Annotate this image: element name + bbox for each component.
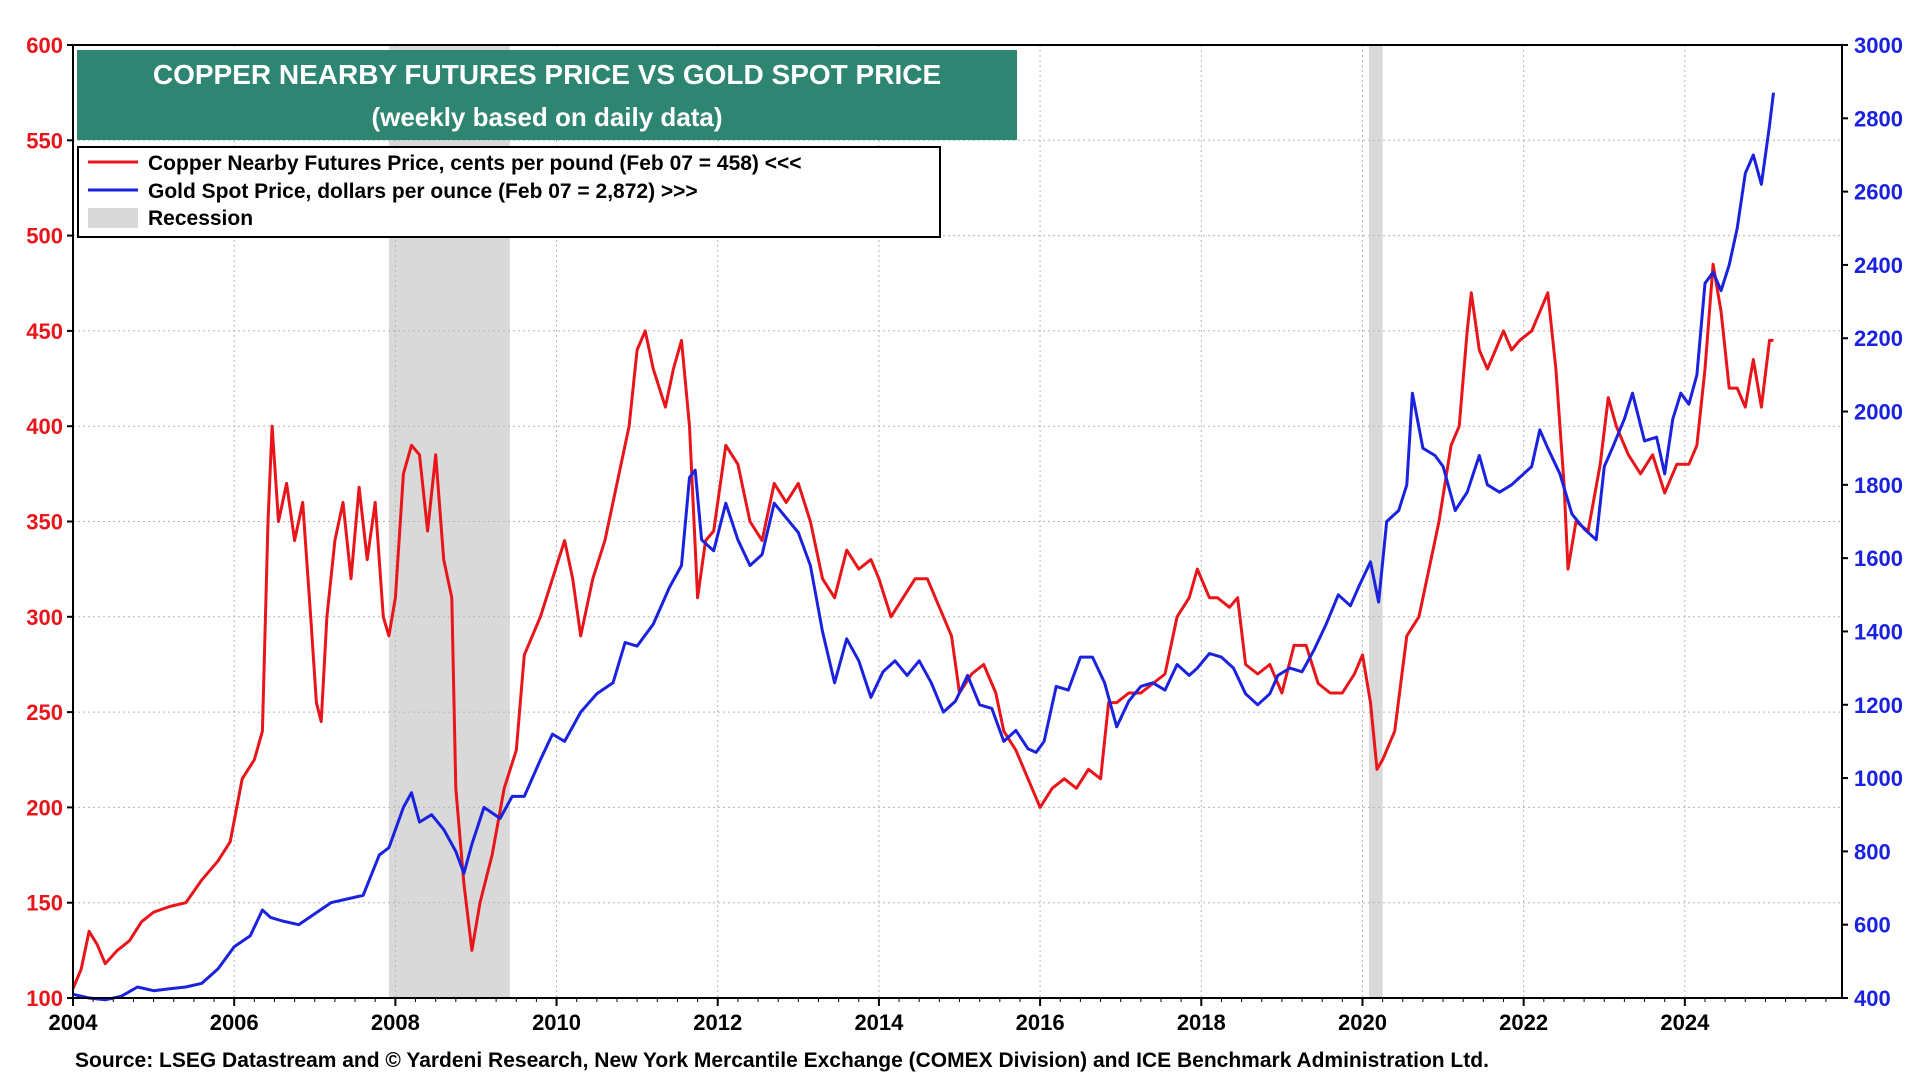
right-axis-tick-label: 1000 — [1854, 766, 1903, 791]
title-banner: COPPER NEARBY FUTURES PRICE VS GOLD SPOT… — [77, 50, 1017, 140]
x-axis-tick-label: 2020 — [1338, 1010, 1387, 1035]
right-axis-tick-label: 2200 — [1854, 326, 1903, 351]
right-axis-tick-label: 1600 — [1854, 546, 1903, 571]
legend-label-copper: Copper Nearby Futures Price, cents per p… — [148, 152, 802, 175]
right-axis-tick-label: 1200 — [1854, 693, 1903, 718]
legend-box — [77, 146, 941, 238]
x-axis-tick-label: 2010 — [532, 1010, 581, 1035]
chart-title: COPPER NEARBY FUTURES PRICE VS GOLD SPOT… — [153, 59, 941, 90]
legend: Copper Nearby Futures Price, cents per p… — [77, 146, 941, 238]
left-axis-tick-label: 150 — [26, 891, 63, 916]
right-axis-tick-label: 1400 — [1854, 619, 1903, 644]
x-axis-tick-label: 2006 — [210, 1010, 259, 1035]
left-axis-tick-label: 550 — [26, 128, 63, 153]
left-axis-tick-label: 300 — [26, 605, 63, 630]
x-axis-tick-label: 2012 — [693, 1010, 742, 1035]
right-axis-tick-label: 400 — [1854, 986, 1891, 1011]
x-axis-tick-label: 2022 — [1499, 1010, 1548, 1035]
left-axis-tick-label: 600 — [26, 33, 63, 58]
x-axis-tick-label: 2014 — [854, 1010, 904, 1035]
chart-subtitle: (weekly based on daily data) — [371, 102, 722, 132]
left-axis-tick-label: 450 — [26, 319, 63, 344]
x-axis-tick-label: 2024 — [1660, 1010, 1710, 1035]
x-axis-tick-label: 2004 — [49, 1010, 99, 1035]
source-note: Source: LSEG Datastream and © Yardeni Re… — [75, 1049, 1489, 1072]
recession-band — [1368, 45, 1383, 998]
left-axis-tick-label: 400 — [26, 414, 63, 439]
right-axis-tick-label: 2400 — [1854, 253, 1903, 278]
gold-price-line — [72, 92, 1775, 1002]
left-axis-tick-label: 500 — [26, 224, 63, 249]
left-axis-tick-label: 100 — [26, 986, 63, 1011]
left-axis-tick-label: 250 — [26, 700, 63, 725]
right-axis-tick-label: 600 — [1854, 913, 1891, 938]
right-axis-tick-label: 2000 — [1854, 400, 1903, 425]
left-axis-tick-label: 200 — [26, 795, 63, 820]
legend-label-gold: Gold Spot Price, dollars per ounce (Feb … — [148, 180, 698, 203]
legend-swatch-recession — [88, 208, 138, 228]
series-lines — [71, 92, 1775, 1002]
right-axis-tick-label: 2800 — [1854, 106, 1903, 131]
x-axis-tick-label: 2018 — [1177, 1010, 1226, 1035]
left-axis-tick-label: 350 — [26, 510, 63, 535]
right-axis-tick-label: 2600 — [1854, 180, 1903, 205]
right-axis-tick-label: 800 — [1854, 839, 1891, 864]
legend-label-recession: Recession — [148, 207, 253, 230]
copper-price-line — [71, 262, 1774, 990]
x-axis-tick-label: 2016 — [1016, 1010, 1065, 1035]
x-axis-tick-label: 2008 — [371, 1010, 420, 1035]
right-axis-tick-label: 3000 — [1854, 33, 1903, 58]
right-axis-tick-label: 1800 — [1854, 473, 1903, 498]
axes: 100 150 200 250 300 350 400 450 500 550 600 400 600 8… — [26, 33, 1903, 1035]
